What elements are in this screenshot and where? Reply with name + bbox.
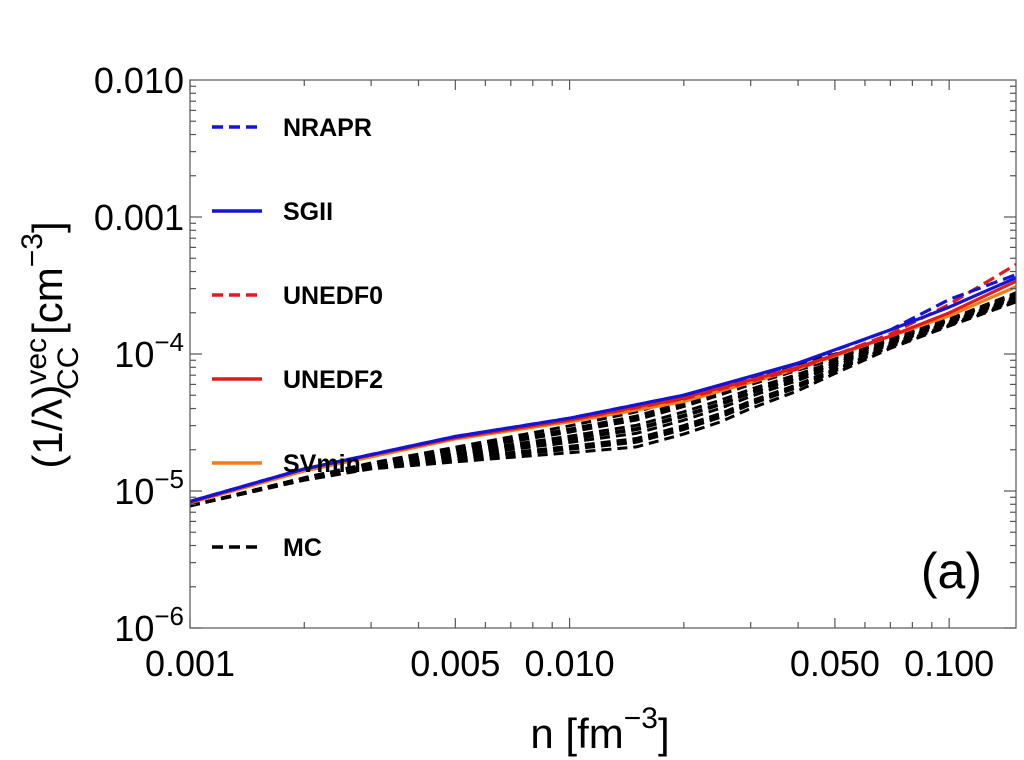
series-layer — [190, 263, 1016, 508]
legend-label: UNEDF0 — [283, 282, 383, 310]
x-tick-label: 0.100 — [904, 643, 994, 684]
legend-item-unedf2: UNEDF2 — [212, 366, 383, 394]
y-tick-label: 0.010 — [94, 60, 184, 101]
y-tick-label: 10−6 — [114, 601, 184, 649]
legend-item-unedf0: UNEDF0 — [212, 282, 383, 310]
x-tick-label: 0.050 — [790, 643, 880, 684]
y-tick-label: 0.001 — [94, 197, 184, 238]
legend-label: UNEDF2 — [283, 366, 383, 394]
y-axis-label: (1/λ)vecCC [cm−3] — [16, 221, 85, 468]
series-line-mc-8 — [190, 294, 1016, 508]
y-tick-label: 10−5 — [114, 464, 184, 512]
legend-item-mc: MC — [212, 534, 322, 562]
series-line-nrapr — [190, 273, 1016, 503]
series-line-mc-4 — [190, 298, 1016, 508]
panel-label: (a) — [921, 543, 982, 599]
y-tick-label: 10−4 — [114, 327, 184, 375]
x-tick-label: 0.010 — [525, 643, 615, 684]
x-axis-label: n [fm−3] — [530, 702, 669, 757]
legend-label: MC — [283, 534, 322, 562]
legend-item-sgii: SGII — [212, 198, 333, 226]
legend-label: SGII — [283, 198, 333, 226]
legend-label: SVmin — [283, 450, 361, 478]
x-tick-label: 0.005 — [410, 643, 500, 684]
legend-item-svmin: SVmin — [212, 450, 361, 478]
legend-item-nrapr: NRAPR — [212, 114, 372, 142]
x-tick-label: 0.001 — [145, 643, 235, 684]
ticks-layer: 0.001 0.005 0.010 0.050 0.100 10−6 10−5 10−4 0.0… — [94, 60, 1016, 684]
legend-label: NRAPR — [283, 114, 372, 142]
series-line-svmin — [190, 285, 1016, 505]
legend: NRAPR SGII UNEDF0 UNEDF2 SVmin MC — [212, 114, 383, 562]
